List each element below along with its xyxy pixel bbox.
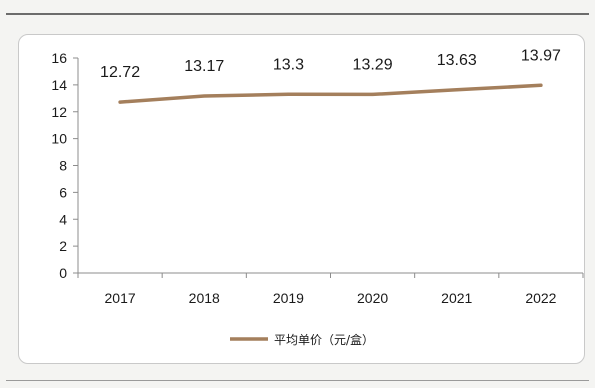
data-label: 13.97: [521, 47, 561, 64]
series-line: [118, 83, 543, 104]
footer-divider: [6, 380, 589, 381]
y-tick-label: 12: [51, 104, 67, 120]
data-point: [539, 83, 543, 87]
x-tick-label: 2022: [525, 290, 556, 306]
data-label: 13.3: [273, 56, 304, 73]
y-axis: 0 2 4 6 8 10 12 14 16: [51, 50, 79, 281]
x-axis: 2017 2018 2019 2020 2021 2022: [77, 272, 584, 306]
y-tick-label: 10: [51, 131, 67, 147]
y-tick-label: 8: [59, 158, 67, 174]
legend-label: 平均单价（元/盒）: [274, 332, 374, 347]
series-layer: [118, 83, 543, 104]
y-tick-label: 4: [59, 211, 67, 227]
data-point: [118, 100, 122, 104]
legend: 平均单价（元/盒）: [230, 332, 374, 347]
y-tick-label: 16: [51, 50, 67, 66]
data-point: [455, 88, 459, 92]
data-label: 13.63: [437, 52, 477, 69]
data-labels: 12.72 13.17 13.3 13.29 13.63 13.97: [100, 47, 561, 81]
data-point: [371, 92, 375, 96]
header-strip: [0, 0, 595, 14]
x-tick-label: 2017: [105, 290, 136, 306]
data-label: 12.72: [100, 64, 140, 81]
data-label: 13.17: [184, 58, 224, 75]
x-tick-label: 2021: [441, 290, 472, 306]
data-point: [286, 92, 290, 96]
x-tick-label: 2019: [273, 290, 304, 306]
data-label: 13.29: [353, 56, 393, 73]
x-tick-label: 2018: [189, 290, 220, 306]
x-tick-label: 2020: [357, 290, 388, 306]
data-point: [202, 94, 206, 98]
y-tick-label: 6: [59, 184, 67, 200]
y-tick-label: 2: [59, 238, 67, 254]
y-tick-label: 0: [59, 265, 67, 281]
header-divider: [6, 13, 589, 15]
y-tick-label: 14: [51, 77, 67, 93]
